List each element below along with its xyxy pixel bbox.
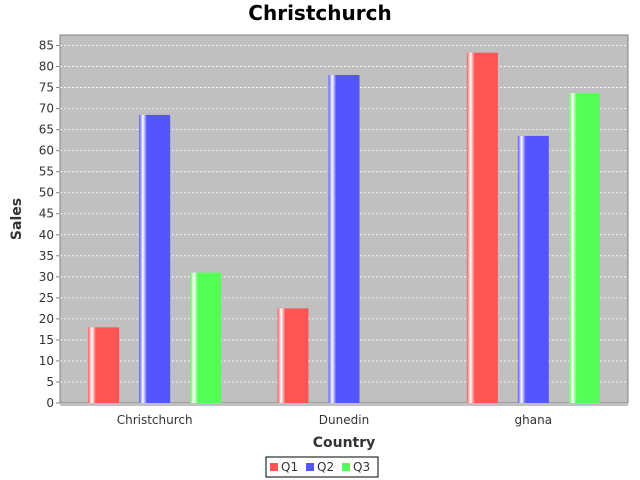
y-tick-label: 75 (39, 81, 54, 95)
x-tick-label: Christchurch (117, 413, 193, 427)
y-tick-label: 25 (39, 291, 54, 305)
bar-q1-ghana (466, 52, 498, 403)
bar-q1-dunedin (277, 308, 309, 403)
y-tick-label: 55 (39, 165, 54, 179)
y-tick-label: 85 (39, 39, 54, 53)
bar-q1-christchurch (88, 327, 120, 403)
y-tick-label: 0 (46, 396, 54, 410)
bar-q3-ghana (568, 93, 600, 404)
legend-label: Q1 (281, 460, 298, 474)
x-axis-ticks: Christchurch Dunedin ghana (117, 413, 552, 427)
y-tick-label: 60 (39, 144, 54, 158)
y-tick-label: 65 (39, 123, 54, 137)
legend-swatch (342, 463, 350, 471)
y-tick-label: 80 (39, 60, 54, 74)
x-axis-label: Country (313, 435, 376, 451)
bar-q3-christchurch (190, 272, 222, 403)
y-axis-label: Sales (9, 198, 25, 240)
legend-swatch (306, 463, 314, 471)
y-tick-label: 10 (39, 354, 54, 368)
y-tick-label: 70 (39, 102, 54, 116)
y-tick-label: 5 (46, 375, 54, 389)
bar-q2-ghana (517, 135, 549, 404)
y-tick-label: 15 (39, 333, 54, 347)
bar-q2-christchurch (139, 114, 171, 403)
chart-title: Christchurch (248, 1, 391, 25)
y-tick-label: 30 (39, 270, 54, 284)
y-axis-ticks: 0 5 10 15 20 25 30 35 40 45 50 55 60 65 70 75 80 85 (39, 39, 60, 410)
legend-swatch (270, 463, 278, 471)
y-tick-label: 50 (39, 186, 54, 200)
y-tick-label: 40 (39, 228, 54, 242)
y-tick-label: 20 (39, 312, 54, 326)
legend: Q1 Q2 Q3 (265, 456, 379, 478)
x-tick-label: ghana (515, 413, 553, 427)
legend-label: Q2 (317, 460, 334, 474)
legend-box (265, 456, 379, 478)
bars (88, 52, 600, 404)
x-tick-label: Dunedin (319, 413, 369, 427)
bar-q2-dunedin (328, 74, 360, 403)
legend-label: Q3 (353, 460, 370, 474)
y-tick-label: 45 (39, 207, 54, 221)
y-tick-label: 35 (39, 249, 54, 263)
